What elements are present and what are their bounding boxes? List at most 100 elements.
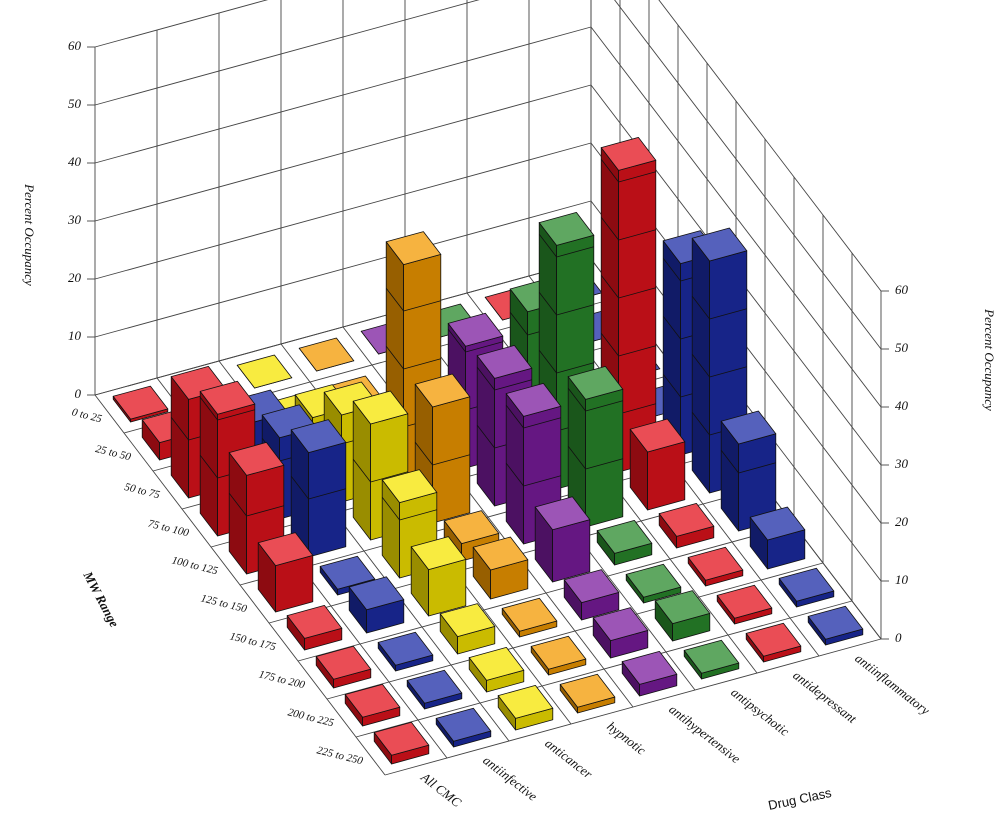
bar-top [530,635,587,670]
bar-top [377,631,434,666]
bar-top [683,639,740,674]
bar-front [308,441,347,558]
x-axis-label: MW Range [80,568,122,630]
bar-top [410,536,467,570]
legend-label: antihypertensive [666,701,743,766]
z-tick-label: 20 [68,270,82,285]
grid-line [94,142,592,280]
grid-line [94,26,592,164]
bar [373,721,430,765]
x-tick-label: 75 to 100 [147,518,191,540]
bar-top [625,563,682,598]
bar-top [381,469,438,504]
bar-band [414,441,470,466]
bar-top [112,385,169,420]
bar [654,590,711,642]
bar [257,532,314,613]
z-tick-label-right: 60 [895,282,909,297]
bar [687,546,744,587]
bar-top [720,410,777,445]
bar-top [315,645,372,680]
z-tick-label-right: 40 [895,398,909,413]
bar-top [344,683,401,718]
grid-line [94,84,592,222]
bar [344,683,401,727]
x-tick-label: 175 to 200 [257,668,306,691]
bar-top [348,576,405,611]
bar [468,647,525,693]
x-tick-label: 25 to 50 [94,443,132,463]
bar-band [505,404,561,429]
bar [749,506,806,570]
bar-band [505,462,561,487]
bar-top [435,707,492,742]
bar [716,584,773,625]
bar [625,563,682,604]
bar-top [501,597,558,632]
bar-band [691,353,747,378]
bar-top [629,418,686,453]
bar-top [654,590,711,624]
bar-top [807,605,864,640]
z-tick-label: 60 [68,38,82,53]
z-tick-label-right: 50 [895,340,909,355]
z-axis-label-right: Percent Occupancy [982,308,997,411]
bar-band [567,445,623,470]
bar-top [298,337,355,372]
bar [720,410,777,532]
bar [298,337,355,372]
bar-band [538,233,594,258]
x-tick-label: 125 to 150 [199,592,248,615]
bar-band [720,449,776,474]
bar-top [439,603,496,637]
bar [352,390,409,541]
bar-top [596,520,653,554]
bar [286,605,343,651]
bar [563,569,620,621]
bar-band [691,295,747,320]
bar [435,707,492,748]
grid-line [94,0,269,48]
bar [236,354,293,389]
grid-line [94,258,592,396]
bar-top [406,669,463,704]
bar-top [497,685,554,719]
bar [745,622,802,663]
bar-top [505,382,562,417]
grid-line [658,0,882,292]
bar-band [600,332,656,357]
bar-top [658,502,715,537]
bar-band [228,492,284,517]
bar-top [538,211,595,246]
bar-top [447,312,504,347]
bar-top [687,546,744,581]
bar [658,502,715,549]
bar-top [778,567,835,602]
bar-top [476,344,533,379]
bar-band [600,158,656,183]
bar-top [257,532,314,566]
bar-top [443,510,500,544]
bar [439,603,496,655]
bar [596,520,653,566]
bar [807,605,864,646]
z-tick-label-right: 20 [895,514,909,529]
bar-top [468,647,525,681]
x-tick-label: 225 to 250 [315,744,364,767]
legend-label: antiinflammatory [852,650,933,718]
bar-top [385,231,442,266]
z-tick-label: 40 [68,154,82,169]
z-tick-label: 30 [67,212,82,227]
bar [315,645,372,689]
bar-band [538,349,594,374]
bar-top [472,536,529,571]
x-tick-label: 150 to 175 [228,630,277,653]
grid-line [614,0,882,350]
bar [410,536,467,617]
floor-grid-line [94,394,386,776]
bar-top [534,496,591,531]
bar [377,631,434,672]
bar-top [286,605,343,639]
legend-label: antipsychotic [728,684,792,739]
grid-line [94,200,592,338]
